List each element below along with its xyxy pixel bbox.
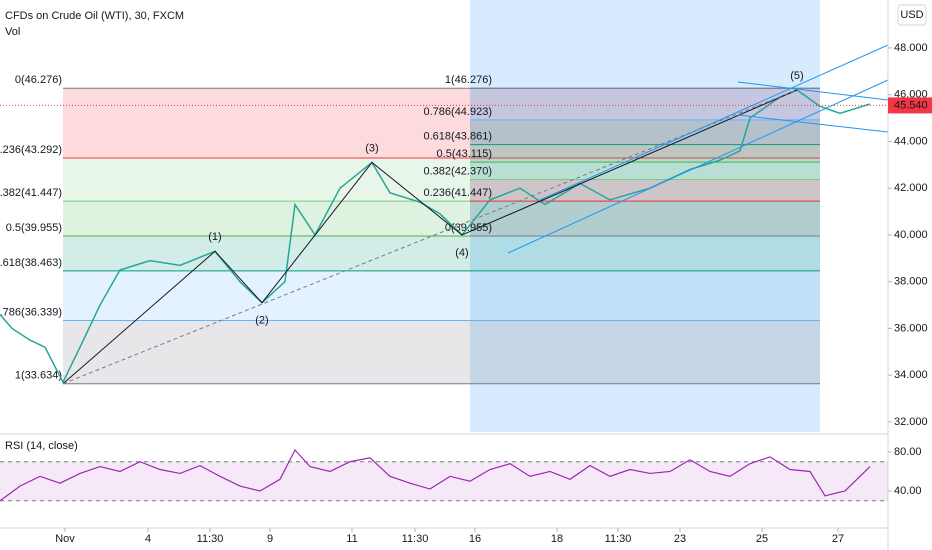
wave-label: (1) <box>208 231 221 243</box>
channel-line <box>737 114 889 133</box>
rsi-tick-label: 80.00 <box>894 446 922 458</box>
fib-zone <box>470 119 820 145</box>
x-tick-label: Nov <box>55 533 75 545</box>
y-tick-label: 32.000 <box>894 416 928 428</box>
channels <box>507 44 889 254</box>
x-tick-label: 4 <box>145 533 151 545</box>
price-line <box>0 89 871 384</box>
x-tick-label: 11 <box>346 533 357 545</box>
fib-zone <box>470 162 820 180</box>
x-tick-label: 9 <box>267 533 273 545</box>
x-tick-label: 18 <box>551 533 563 545</box>
channel-line <box>737 81 889 101</box>
y-tick-label: 38.000 <box>894 276 928 288</box>
date-range <box>470 0 820 432</box>
x-tick-label: 16 <box>469 533 481 545</box>
fib-zone <box>63 270 820 321</box>
channel-line <box>539 44 889 201</box>
y-tick-label: 36.000 <box>894 322 928 334</box>
wave-label: (5) <box>790 70 803 82</box>
trend-dashed <box>62 89 798 385</box>
last-price-box <box>888 97 932 114</box>
last-price-label: 45.540 <box>894 99 928 111</box>
wave-label: (2) <box>255 315 268 327</box>
y-tick-label: 44.000 <box>894 135 928 147</box>
currency-button[interactable] <box>897 4 927 26</box>
y-tick-label: 48.000 <box>894 42 928 54</box>
x-tick-label: 11:30 <box>197 533 224 545</box>
x-tick-label: 25 <box>756 533 768 545</box>
fib-label: 0.236(41.447) <box>424 187 493 199</box>
fib-zone <box>470 201 820 236</box>
x-tick-label: 11:30 <box>402 533 429 545</box>
fib-zone <box>470 88 820 120</box>
fib-label: 1(33.634) <box>15 370 62 382</box>
rsi-band <box>0 461 888 501</box>
fib-label: 0.786(36.339) <box>0 306 62 318</box>
fib-label: 1(46.276) <box>445 74 492 86</box>
fib-zone <box>63 235 820 271</box>
currency[interactable]: USD <box>900 9 923 21</box>
fib-label: 0.618(38.463) <box>0 257 62 269</box>
fib-label: 0.382(42.370) <box>424 165 493 177</box>
fib-label: 0.618(43.861) <box>424 131 493 143</box>
wave-label: (3) <box>365 142 378 154</box>
x-tick-label: 11:30 <box>605 533 632 545</box>
rsi-label: RSI (14, close) <box>5 440 78 452</box>
fib-label: 0.236(43.292) <box>0 144 62 156</box>
y-tick-label: 40.000 <box>894 229 928 241</box>
rsi-line <box>0 448 871 502</box>
drawings-back: 0(46.276) 0.236(43.292) 0.382(41.447) 0.5(3… <box>0 0 820 432</box>
wave-line <box>62 89 798 385</box>
channel-line <box>507 79 889 254</box>
y-tick-label: 34.000 <box>894 369 928 381</box>
subtitle: Vol <box>5 26 20 38</box>
fib-zone <box>63 88 820 158</box>
fib-label: 0.382(41.447) <box>0 187 62 199</box>
x-tick-label: 23 <box>674 533 686 545</box>
fib-label: 0.5(43.115) <box>437 148 492 160</box>
plot: (1) (2) (3) (4) (5) <box>0 70 888 385</box>
fib-label: 0.786(44.923) <box>424 106 493 118</box>
wave-label: (4) <box>455 247 468 259</box>
y-tick-label: 42.000 <box>894 182 928 194</box>
x-tick-label: 27 <box>832 533 844 545</box>
rsi-tick-label: 40.00 <box>894 485 922 497</box>
fib-label: 0(46.276) <box>15 74 62 86</box>
chart-title: CFDs on Crude Oil (WTI), 30, FXCM <box>5 10 184 22</box>
fib-label: 0.5(39.955) <box>6 222 62 234</box>
fib-zone <box>63 320 820 384</box>
